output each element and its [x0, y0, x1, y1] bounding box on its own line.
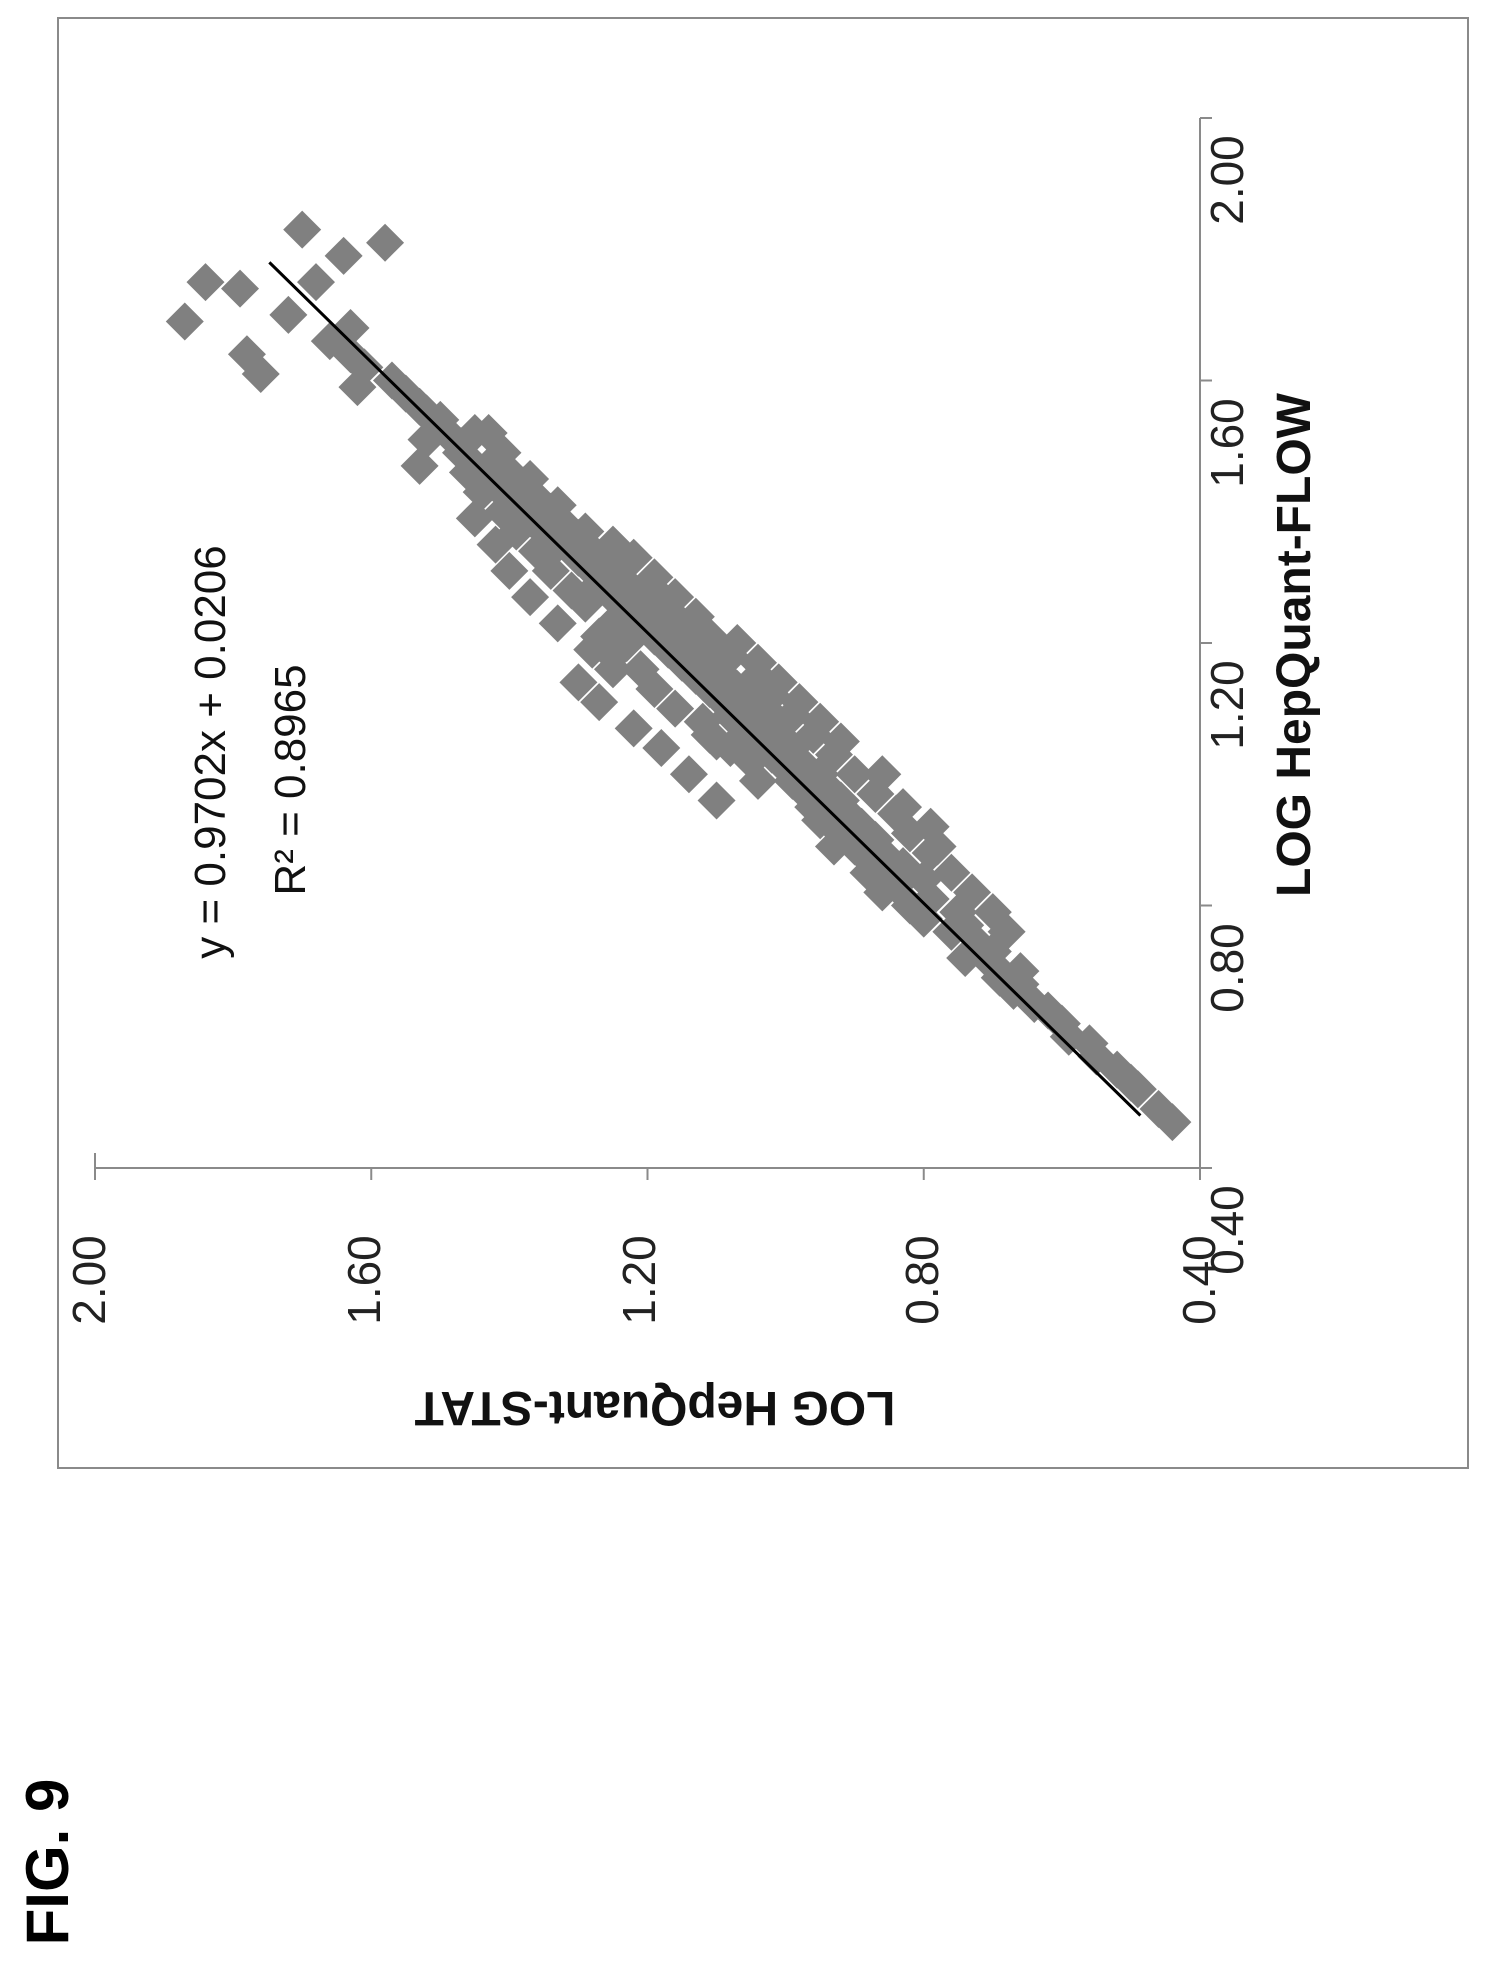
figure-label: FIG. 9 [14, 1779, 81, 1946]
data-point [780, 683, 819, 722]
data-point [593, 525, 632, 564]
x-tick-label: 1.20 [1201, 660, 1253, 750]
trendline-equation: y = 0.9702x + 0.0206 [186, 545, 235, 958]
data-point [324, 236, 363, 275]
x-tick-label: 0.40 [1201, 1185, 1253, 1275]
data-point [269, 295, 308, 334]
data-point [538, 604, 577, 643]
data-point [697, 781, 736, 820]
data-point [331, 309, 370, 347]
x-tick-label: 1.60 [1201, 398, 1253, 488]
data-point [400, 446, 439, 485]
data-point [1001, 952, 1040, 991]
y-tick-label: 1.20 [613, 1235, 665, 1325]
tick-marks [94, 117, 1212, 1180]
data-point [656, 689, 695, 728]
data-point [863, 873, 902, 912]
data-point [821, 722, 860, 761]
data-point [483, 492, 522, 531]
data-points [165, 210, 1192, 1142]
data-point [566, 512, 605, 551]
x-axis-title: LOG HepQuant-FLOW [1268, 392, 1321, 897]
y-tick-label: 0.80 [896, 1235, 948, 1325]
data-point [801, 702, 840, 741]
data-point [552, 571, 591, 610]
data-point [835, 755, 874, 794]
data-point [718, 669, 757, 708]
r-squared-label: R² = 0.8965 [266, 664, 315, 895]
y-tick-label: 2.00 [63, 1235, 115, 1325]
y-tick-label: 0.40 [1173, 1235, 1225, 1325]
data-point [690, 715, 729, 754]
data-point [490, 551, 529, 590]
data-point [752, 696, 791, 735]
data-point [697, 637, 736, 676]
data-point [676, 610, 715, 649]
data-point [621, 650, 660, 689]
data-point [987, 912, 1026, 951]
data-point [884, 788, 923, 827]
y-tick-label: 1.60 [338, 1235, 390, 1325]
data-point [283, 210, 322, 249]
y-tick-labels: 0.40 0.80 1.20 1.60 2.00 [63, 1235, 1225, 1325]
y-axis-title: LOG HepQuant-STAT [415, 1381, 896, 1434]
x-tick-label: 0.80 [1201, 923, 1253, 1013]
data-point [297, 263, 335, 302]
data-point [186, 263, 225, 302]
data-point [642, 729, 681, 767]
data-point [580, 617, 619, 656]
data-point [538, 486, 577, 525]
data-point [814, 827, 853, 866]
data-point [1139, 1089, 1178, 1128]
data-point [669, 755, 708, 794]
data-point [511, 578, 550, 617]
data-point [614, 709, 653, 748]
data-point [428, 414, 467, 452]
data-point [739, 643, 777, 682]
data-point [165, 302, 204, 341]
data-point [469, 414, 508, 452]
data-point [953, 873, 992, 912]
data-point [918, 827, 957, 866]
data-point [221, 269, 260, 308]
data-point [932, 853, 971, 892]
data-point [518, 532, 556, 571]
data-point [455, 499, 494, 538]
data-point [580, 683, 619, 722]
data-point [759, 663, 798, 702]
data-point [366, 223, 405, 262]
data-point [407, 394, 446, 433]
data-point [863, 755, 902, 794]
data-point [241, 354, 280, 393]
data-point [511, 459, 550, 498]
data-point [559, 663, 598, 702]
x-tick-labels: 0.40 0.80 1.20 1.60 2.00 [1201, 135, 1253, 1275]
data-point [635, 571, 674, 610]
trendline [268, 261, 1142, 1117]
chart-border [57, 17, 1469, 1469]
data-point [338, 368, 377, 407]
x-tick-label: 2.00 [1201, 135, 1253, 225]
